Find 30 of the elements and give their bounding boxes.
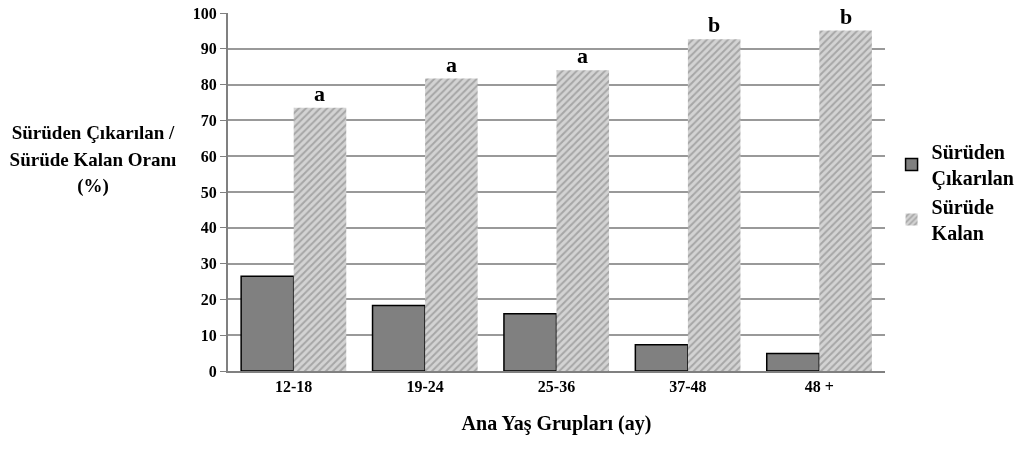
y-tick-label: 50: [200, 183, 217, 201]
bar: [293, 107, 347, 371]
y-tick-label: 80: [200, 76, 217, 94]
x-tick-label: 25-36: [537, 378, 576, 396]
y-tick-label: 10: [200, 326, 217, 344]
annotation: b: [840, 4, 853, 29]
y-tick-label: 90: [200, 40, 217, 58]
bar: [556, 70, 610, 371]
annotation: b: [708, 12, 721, 37]
bar: [425, 78, 478, 371]
y-axis-title: Sürüden Çıkarılan / Sürüde Kalan Oranı (%): [8, 121, 178, 199]
y-tick-label: 40: [200, 219, 217, 237]
annotation: a: [577, 43, 588, 68]
x-tick-label: 48 +: [804, 378, 834, 396]
bar: [819, 30, 872, 371]
y-tick-label: 20: [200, 291, 217, 308]
y-tick-label: 60: [200, 147, 217, 165]
y-tick-label: 70: [200, 112, 217, 129]
x-tick-label: 19-24: [406, 378, 444, 396]
text: Sürüde Kalan: [931, 196, 994, 245]
x-axis-title: Ana Yaş Grupları (ay): [461, 412, 652, 436]
y-tick-label: 0: [208, 362, 217, 380]
y-tick-label: 100: [192, 4, 217, 22]
annotation: a: [314, 81, 325, 106]
y-tick-label: 30: [200, 255, 217, 273]
annotation: a: [446, 52, 457, 77]
bar: [687, 39, 741, 371]
x-tick-label: 37-48: [669, 378, 707, 396]
x-tick-label: 12-18: [275, 378, 313, 396]
legend-label: Sürüden Çıkarılan: [931, 141, 1014, 191]
